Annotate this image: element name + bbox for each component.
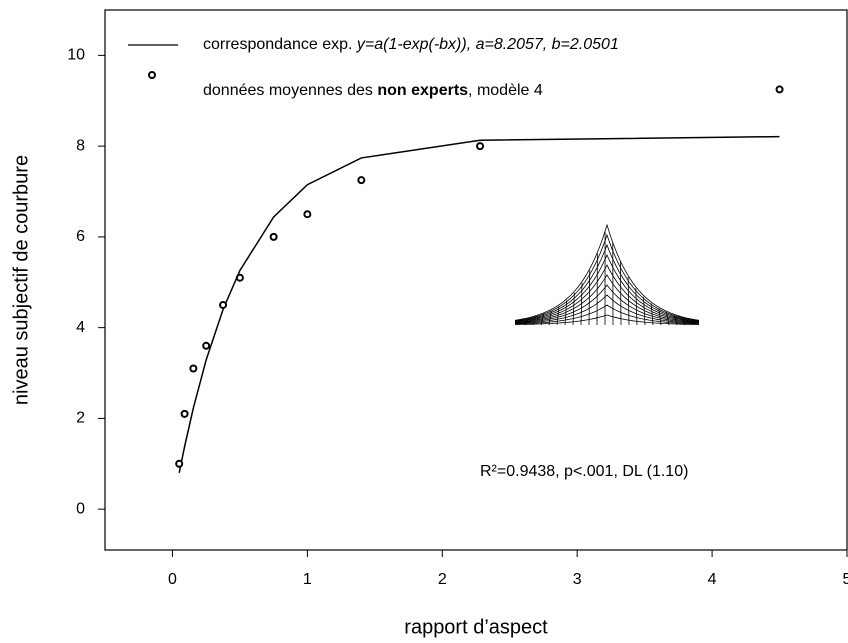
mesh-line [548,310,552,326]
data-point [175,459,184,468]
mesh-line [650,303,654,326]
mesh-line [643,296,646,326]
data-point [180,409,189,418]
data-point [357,176,366,185]
legend-marker [148,71,156,79]
legend-text: données moyennes des [203,82,373,99]
mesh-line [524,318,529,326]
mesh-line [564,300,568,326]
data-point [219,300,228,309]
mesh-line [514,254,700,323]
mesh-line [514,233,700,322]
mesh-line [689,319,694,326]
data-point [269,232,278,241]
x-tick-label: 0 [168,571,177,588]
mesh-line [635,288,638,326]
legend-label: correspondance exp. y=a(1-exp(-bx)), a=8… [203,36,619,53]
legend-text: , modèle 4 [468,82,543,99]
mesh-line [627,276,630,326]
y-axis-title: niveau subjectif de courbure [10,155,32,405]
x-axis-title: rapport d’aspect [404,616,548,638]
y-tick-label: 0 [76,500,85,517]
data-point [303,210,312,219]
mesh-line [681,317,686,326]
annotation: R²=0.9438, p<.001, DL (1.10) [480,463,688,480]
x-tick-label: 3 [573,571,582,588]
plot-frame [104,9,848,551]
mesh-line [540,313,545,326]
data-point [189,364,198,373]
x-tick-label: 4 [708,571,717,588]
mesh-line [514,243,700,322]
mesh-line [580,282,583,326]
mesh-line [673,315,678,326]
y-tick-label: 10 [67,47,85,64]
x-tick-label: 2 [438,571,447,588]
mesh-line [556,306,560,326]
mesh-line [666,312,670,326]
x-tick-label: 1 [303,571,312,588]
data-point [235,273,244,282]
y-tick-label: 6 [76,228,85,245]
legend-text: correspondance exp. [203,36,352,53]
data-point [202,341,211,350]
y-tick-label: 4 [76,319,85,336]
mesh-line [572,292,575,326]
mesh-line [514,274,700,324]
mesh-line [658,308,662,326]
fit-line [178,135,780,474]
legend-text: non experts [377,82,468,99]
legend-formula: y=a(1-exp(-bx)), a=8.2057, b=2.0501 [356,36,619,53]
mesh-line [514,223,700,321]
mesh-line [620,262,622,326]
x-tick-label: 5 [843,571,848,588]
y-tick-label: 2 [76,410,85,427]
mesh-line [532,316,537,326]
y-tick-label: 8 [76,137,85,154]
mesh-line [516,319,521,326]
surface-illustration [514,223,700,326]
mesh-line [588,270,591,326]
data-point [775,85,784,94]
legend-label: données moyennes des non experts, modèle… [203,82,543,99]
data-point [476,142,485,151]
mesh-line [514,264,700,323]
